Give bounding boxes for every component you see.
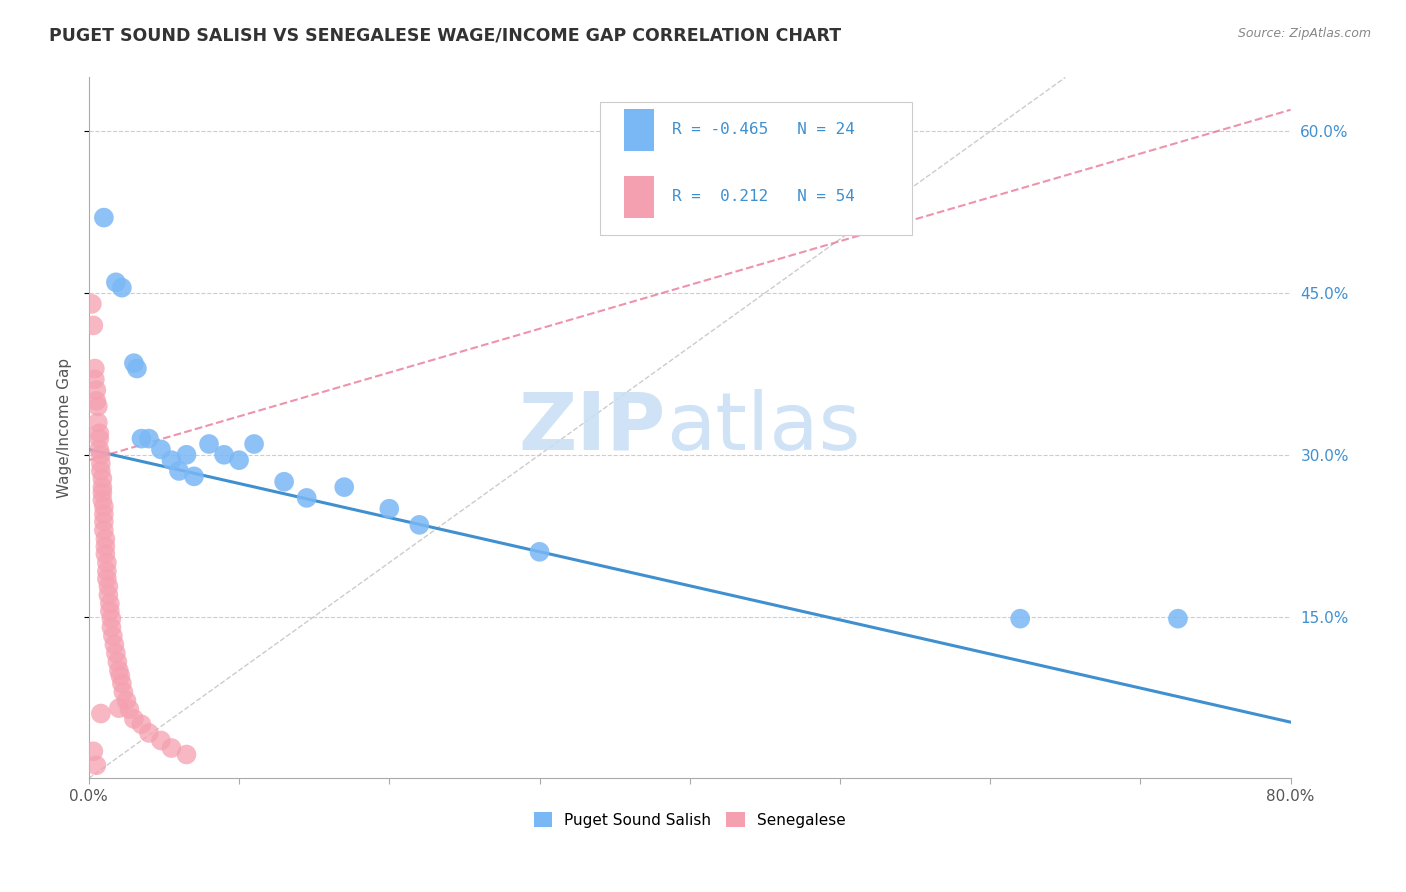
Point — [97, 579, 120, 593]
Point — [104, 275, 127, 289]
Point — [91, 471, 114, 485]
Point — [101, 629, 124, 643]
Point — [176, 448, 198, 462]
Point — [295, 491, 318, 505]
Y-axis label: Wage/Income Gap: Wage/Income Gap — [58, 358, 72, 498]
Point — [87, 399, 110, 413]
Point — [98, 597, 121, 611]
Point — [96, 564, 118, 578]
Point — [408, 517, 430, 532]
Point — [160, 453, 183, 467]
Point — [94, 540, 117, 554]
Point — [125, 361, 148, 376]
Point — [90, 706, 112, 721]
Point — [91, 480, 114, 494]
Point — [243, 437, 266, 451]
Point — [160, 741, 183, 756]
Point — [82, 744, 104, 758]
Point — [93, 211, 115, 225]
Point — [97, 588, 120, 602]
Point — [94, 532, 117, 546]
Point — [1010, 612, 1032, 626]
Point — [96, 572, 118, 586]
Point — [228, 453, 250, 467]
Point — [90, 464, 112, 478]
Point — [82, 318, 104, 333]
Point — [83, 372, 105, 386]
Point — [122, 712, 145, 726]
Text: Source: ZipAtlas.com: Source: ZipAtlas.com — [1237, 27, 1371, 40]
Point — [86, 393, 108, 408]
Point — [108, 664, 131, 678]
Point — [212, 448, 235, 462]
Point — [138, 432, 160, 446]
Text: R = -0.465   N = 24: R = -0.465 N = 24 — [672, 122, 855, 137]
Point — [93, 507, 115, 521]
Point — [93, 515, 115, 529]
Point — [108, 701, 131, 715]
Point — [89, 442, 111, 457]
Point — [198, 437, 221, 451]
Point — [86, 758, 108, 772]
Point — [273, 475, 295, 489]
Point — [89, 432, 111, 446]
Point — [167, 464, 190, 478]
Point — [87, 416, 110, 430]
Point — [111, 676, 134, 690]
Point — [529, 545, 551, 559]
Point — [103, 638, 125, 652]
Point — [89, 426, 111, 441]
Point — [80, 297, 103, 311]
Point — [111, 281, 134, 295]
Text: ZIP: ZIP — [519, 389, 665, 467]
Point — [149, 442, 172, 457]
Point — [100, 620, 122, 634]
Point — [1167, 612, 1189, 626]
Point — [91, 485, 114, 500]
Point — [138, 726, 160, 740]
Point — [378, 501, 401, 516]
Point — [122, 356, 145, 370]
Point — [93, 523, 115, 537]
Text: PUGET SOUND SALISH VS SENEGALESE WAGE/INCOME GAP CORRELATION CHART: PUGET SOUND SALISH VS SENEGALESE WAGE/IN… — [49, 27, 841, 45]
Point — [176, 747, 198, 762]
FancyBboxPatch shape — [599, 102, 912, 235]
Point — [118, 702, 141, 716]
Point — [94, 547, 117, 561]
Text: R =  0.212   N = 54: R = 0.212 N = 54 — [672, 189, 855, 204]
Point — [131, 432, 153, 446]
Point — [98, 604, 121, 618]
Point — [104, 646, 127, 660]
FancyBboxPatch shape — [624, 176, 654, 218]
Legend: Puget Sound Salish, Senegalese: Puget Sound Salish, Senegalese — [527, 805, 852, 834]
Text: atlas: atlas — [665, 389, 860, 467]
Point — [112, 685, 135, 699]
Point — [115, 693, 138, 707]
Point — [149, 733, 172, 747]
Point — [110, 669, 132, 683]
Point — [100, 612, 122, 626]
FancyBboxPatch shape — [624, 109, 654, 151]
Point — [93, 500, 115, 514]
Point — [86, 383, 108, 397]
Point — [83, 361, 105, 376]
Point — [90, 448, 112, 462]
Point — [105, 655, 128, 669]
Point — [90, 457, 112, 471]
Point — [131, 717, 153, 731]
Point — [333, 480, 356, 494]
Point — [91, 493, 114, 508]
Point — [183, 469, 205, 483]
Point — [96, 556, 118, 570]
